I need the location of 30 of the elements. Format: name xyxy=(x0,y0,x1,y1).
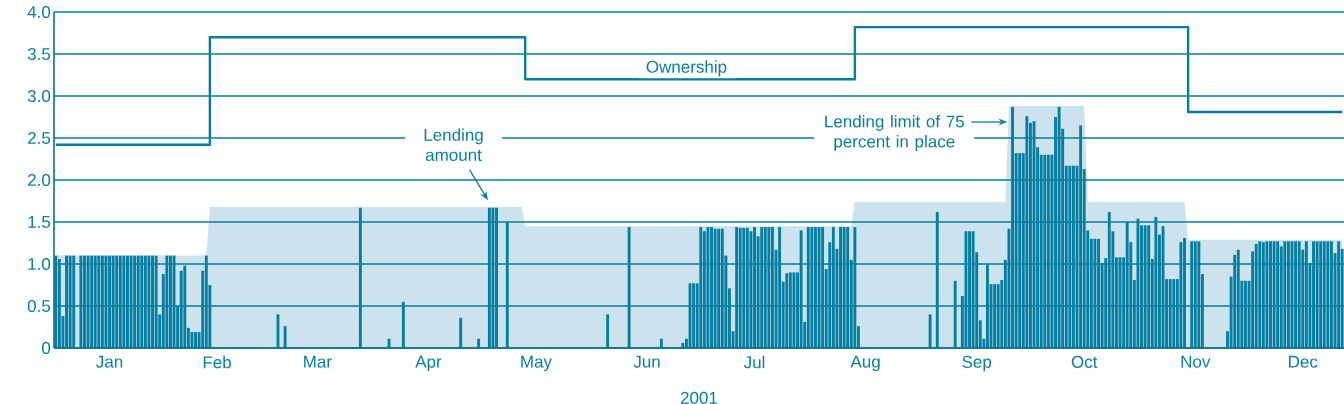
y-tick-label: 3.5 xyxy=(27,47,51,61)
y-tick-label: 4.0 xyxy=(27,5,51,19)
y-tick-label: 3.0 xyxy=(27,89,51,103)
text: Lending amount xyxy=(424,128,483,161)
y-tick-label: 1.0 xyxy=(28,257,51,271)
x-tick-label: Jun xyxy=(633,355,660,368)
bar xyxy=(194,332,197,348)
y-tick-label: 2.0 xyxy=(28,173,51,187)
x-tick-label: Aug xyxy=(850,355,880,372)
x-tick-label: Apr xyxy=(415,355,442,372)
x-tick-label: Oct xyxy=(1071,355,1098,368)
y-tick-label: 2.5 xyxy=(28,131,51,145)
annotation: Lending limit of 75 percent in place xyxy=(825,115,964,151)
bar xyxy=(459,317,463,348)
bar xyxy=(606,314,610,348)
bar xyxy=(928,314,932,348)
x-tick-label: Jan xyxy=(96,355,123,368)
y-tick-label: 1.5 xyxy=(28,216,51,228)
y-tick-label: 0.5 xyxy=(27,299,51,313)
x-tick-label: Nov xyxy=(1181,355,1211,368)
y-tick-label: 0 xyxy=(42,341,51,355)
x-tick-label: Dec xyxy=(1289,355,1318,368)
x-tick-label: Sep xyxy=(962,355,992,372)
bar xyxy=(283,326,287,348)
series-label: Ownership xyxy=(646,60,727,77)
x-tick-label: May xyxy=(521,355,552,372)
x-tick-label: Jul xyxy=(743,355,765,369)
x-tick-label: Mar xyxy=(304,355,332,368)
x-tick-label: Feb xyxy=(203,355,231,369)
x-axis-title: 2001 xyxy=(680,391,718,404)
